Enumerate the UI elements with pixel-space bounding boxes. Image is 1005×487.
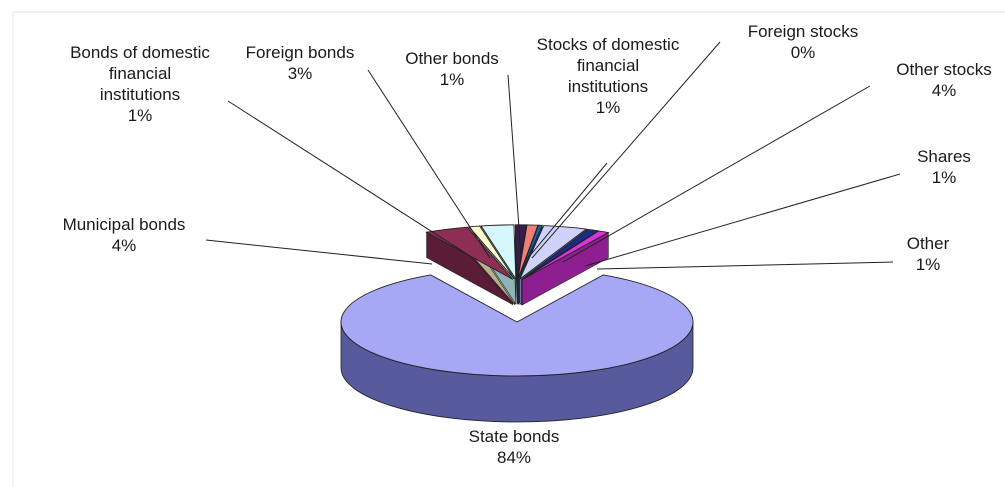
slice-label-line: 1% — [916, 255, 941, 274]
slice-foreign-bonds — [480, 224, 517, 281]
slice-label-line: Bonds of domestic — [70, 43, 210, 62]
slice-label-line: 4% — [112, 236, 137, 255]
chart-border — [12, 11, 1005, 487]
slice-label-line: Foreign stocks — [748, 22, 859, 41]
leader-line — [562, 85, 871, 263]
slice-label-line: 1% — [596, 98, 621, 117]
slice-bonds-of-domestic-financial-institutions — [468, 225, 515, 280]
slice-label-line: 4% — [932, 81, 957, 100]
slice-label-line: 1% — [932, 168, 957, 187]
slice-label: Other 1% — [907, 234, 950, 274]
slice-label: Other bonds 1% — [405, 49, 499, 89]
slice-label: Municipal bonds 4% — [63, 215, 186, 255]
slice-label-line: 0% — [791, 43, 816, 62]
slice-label-line: Foreign bonds — [246, 43, 355, 62]
slice-municipal-bonds — [425, 226, 514, 280]
leader-line — [367, 69, 491, 259]
leader-line — [531, 41, 721, 259]
slice-stocks-of-domestic-financial-institutions — [517, 224, 539, 279]
slice-label-line: Stocks of domestic — [537, 35, 680, 54]
leader-line — [596, 261, 894, 270]
leader-line — [507, 74, 522, 257]
leader-line — [205, 239, 433, 265]
slice-label-line: Other bonds — [405, 49, 499, 68]
leader-line — [584, 173, 901, 267]
slice-label-line: financial — [109, 64, 171, 83]
slice-label-line: Shares — [917, 147, 971, 166]
pie-tops — [340, 224, 694, 377]
slice-label: Other stocks 4% — [896, 60, 991, 100]
slice-label-line: 1% — [128, 106, 153, 125]
slice-label-line: Other stocks — [896, 60, 991, 79]
slice-label-line: institutions — [568, 77, 648, 96]
slice-label: Stocks of domestic financial institutions 1… — [537, 35, 680, 117]
slice-label: Bonds of domestic financial institutions 1% — [70, 43, 210, 125]
slice-labels: State bonds 84% Municipal bonds 4% Bonds of … — [63, 22, 992, 467]
slice-label-line: 1% — [440, 70, 465, 89]
leader-line — [527, 162, 608, 259]
slice-label-line: 3% — [288, 64, 313, 83]
slice-label-line: institutions — [100, 85, 180, 104]
slice-other — [521, 230, 610, 281]
slice-label-line: financial — [577, 56, 639, 75]
slice-label-line: State bonds — [469, 427, 560, 446]
slice-other-stocks — [519, 225, 588, 280]
slice-label-line: Municipal bonds — [63, 215, 186, 234]
slice-label: Foreign stocks 0% — [748, 22, 859, 62]
leader-line — [227, 100, 471, 257]
slice-label: Foreign bonds 3% — [246, 43, 355, 83]
slice-label-line: Other — [907, 234, 950, 253]
slice-shares — [521, 228, 600, 280]
slice-label: State bonds 84% — [469, 427, 560, 467]
leader-lines — [205, 41, 901, 270]
slice-state-bonds — [340, 274, 694, 377]
slice-label-line: 84% — [497, 448, 531, 467]
slice-label: Shares 1% — [917, 147, 971, 187]
slice-foreign-stocks — [517, 224, 543, 280]
